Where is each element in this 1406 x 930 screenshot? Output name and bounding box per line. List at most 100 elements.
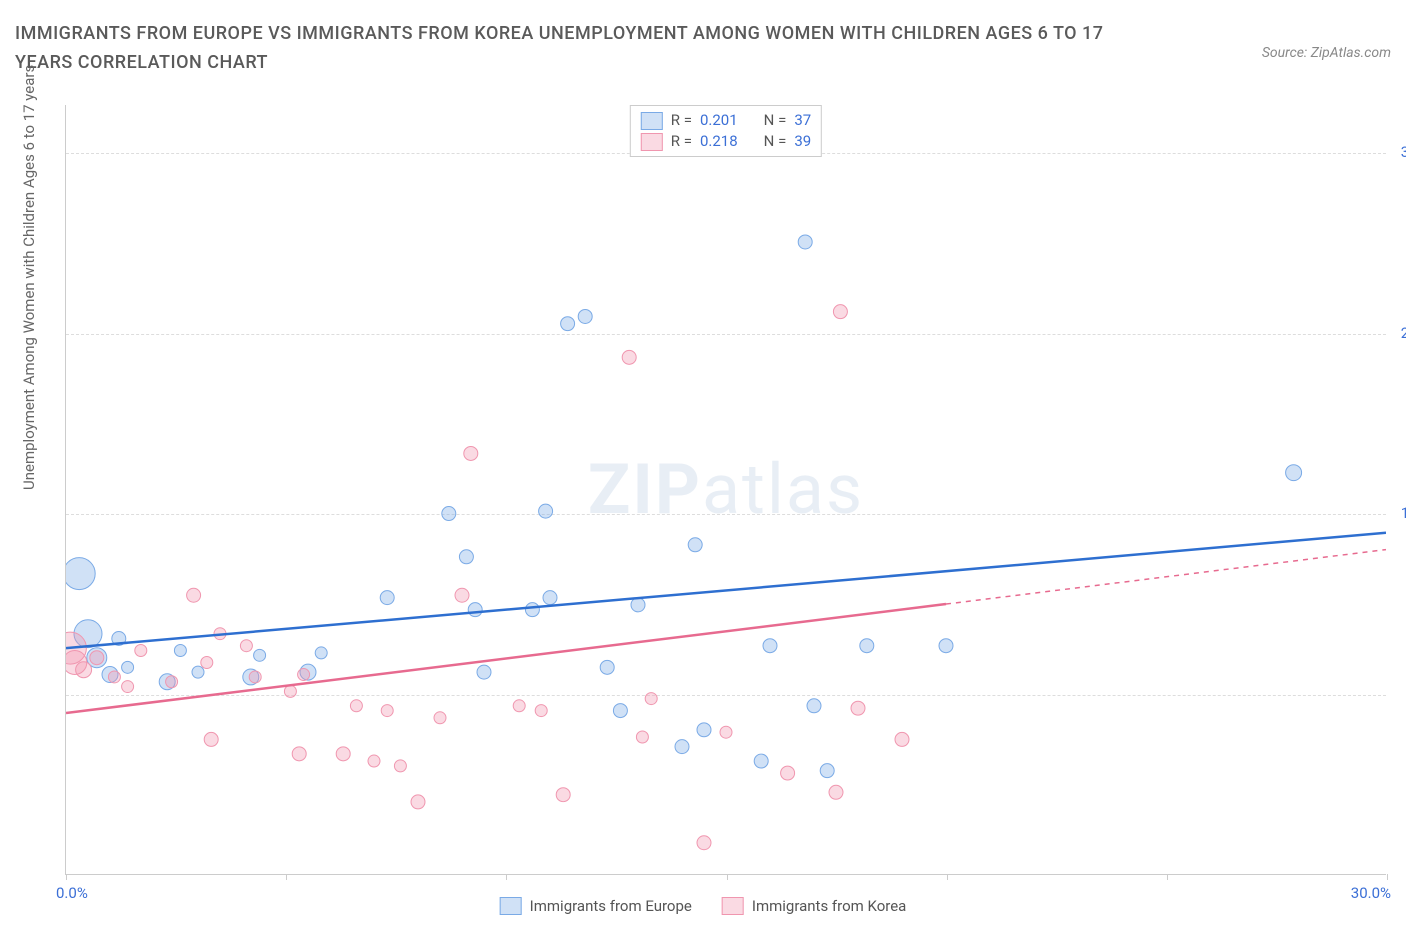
- data-point: [108, 671, 120, 683]
- data-point: [249, 671, 261, 683]
- data-point: [833, 305, 847, 319]
- data-point: [468, 603, 482, 617]
- data-point: [254, 649, 266, 661]
- legend-swatch: [500, 897, 522, 915]
- data-point: [697, 723, 711, 737]
- chart-title: IMMIGRANTS FROM EUROPE VS IMMIGRANTS FRO…: [15, 20, 1115, 78]
- data-point: [539, 504, 553, 518]
- data-point: [513, 700, 525, 712]
- data-point: [411, 795, 425, 809]
- data-point: [336, 747, 350, 761]
- data-point: [381, 705, 393, 717]
- data-point: [240, 640, 252, 652]
- data-point: [350, 700, 362, 712]
- data-point: [464, 446, 478, 460]
- data-point: [631, 598, 645, 612]
- data-point: [556, 788, 570, 802]
- data-point: [688, 538, 702, 552]
- x-tick-mark: [66, 874, 67, 880]
- x-axis-min-label: 0.0%: [56, 884, 88, 902]
- trend-line-extrapolated: [946, 550, 1386, 604]
- x-tick-mark: [286, 874, 287, 880]
- legend-swatch: [722, 897, 744, 915]
- data-point: [895, 732, 909, 746]
- x-tick-mark: [506, 874, 507, 880]
- data-point: [442, 507, 456, 521]
- data-point: [781, 766, 795, 780]
- legend-bottom: Immigrants from Europe Immigrants from K…: [500, 897, 907, 915]
- stat-label: R =: [671, 131, 692, 152]
- stat-value: 39: [794, 131, 811, 152]
- legend-stat-row: R = 0.218 N = 39: [641, 131, 811, 152]
- data-point: [798, 235, 812, 249]
- data-point: [284, 685, 296, 697]
- data-point: [122, 681, 134, 693]
- data-point: [174, 645, 186, 657]
- stat-label: N =: [764, 131, 787, 152]
- data-point: [201, 657, 213, 669]
- data-point: [622, 350, 636, 364]
- data-point: [434, 712, 446, 724]
- legend-label: Immigrants from Korea: [752, 897, 906, 915]
- x-tick-mark: [947, 874, 948, 880]
- data-point: [600, 660, 614, 674]
- data-point: [368, 755, 380, 767]
- x-tick-mark: [1387, 874, 1388, 880]
- stat-label: N =: [764, 110, 787, 131]
- legend-swatch: [641, 133, 663, 151]
- data-point: [315, 647, 327, 659]
- data-point: [645, 693, 657, 705]
- data-point: [829, 785, 843, 799]
- y-tick-label: 15.0%: [1391, 504, 1406, 522]
- data-point: [459, 550, 473, 564]
- scatter-svg: [66, 105, 1386, 874]
- y-tick-label: 22.5%: [1391, 324, 1406, 342]
- stat-value: 0.218: [700, 131, 738, 152]
- legend-item: Immigrants from Korea: [722, 897, 906, 915]
- data-point: [76, 662, 92, 678]
- x-axis-max-label: 30.0%: [1351, 884, 1391, 902]
- data-point: [720, 726, 732, 738]
- data-point: [380, 591, 394, 605]
- data-point: [292, 747, 306, 761]
- data-point: [613, 704, 627, 718]
- data-point: [535, 705, 547, 717]
- data-point: [204, 732, 218, 746]
- y-axis-label: Unemployment Among Women with Children A…: [20, 65, 38, 490]
- x-tick-mark: [1167, 874, 1168, 880]
- data-point: [561, 317, 575, 331]
- data-point: [543, 591, 557, 605]
- stat-value: 0.201: [700, 110, 738, 131]
- legend-label: Immigrants from Europe: [530, 897, 692, 915]
- data-point: [675, 740, 689, 754]
- chart-plot-area: ZIPatlas R = 0.201 N = 37 R = 0.218 N = …: [65, 105, 1386, 875]
- y-tick-label: 30.0%: [1391, 143, 1406, 161]
- data-point: [298, 669, 310, 681]
- data-point: [477, 665, 491, 679]
- data-point: [697, 836, 711, 850]
- data-point: [807, 699, 821, 713]
- data-point: [90, 651, 104, 665]
- data-point: [135, 645, 147, 657]
- data-point: [851, 701, 865, 715]
- data-point: [525, 603, 539, 617]
- data-point: [394, 760, 406, 772]
- trend-line: [66, 604, 946, 713]
- data-point: [1286, 465, 1302, 481]
- legend-item: Immigrants from Europe: [500, 897, 692, 915]
- data-point: [820, 764, 834, 778]
- legend-stat-row: R = 0.201 N = 37: [641, 110, 811, 131]
- data-point: [166, 676, 178, 688]
- stat-label: R =: [671, 110, 692, 131]
- source-text: Source: ZipAtlas.com: [1262, 45, 1391, 61]
- x-tick-mark: [727, 874, 728, 880]
- data-point: [754, 754, 768, 768]
- stat-value: 37: [794, 110, 811, 131]
- data-point: [455, 588, 469, 602]
- y-tick-label: 7.5%: [1391, 685, 1406, 703]
- data-point: [122, 661, 134, 673]
- data-point: [636, 731, 648, 743]
- data-point: [939, 639, 953, 653]
- data-point: [187, 588, 201, 602]
- data-point: [66, 558, 95, 590]
